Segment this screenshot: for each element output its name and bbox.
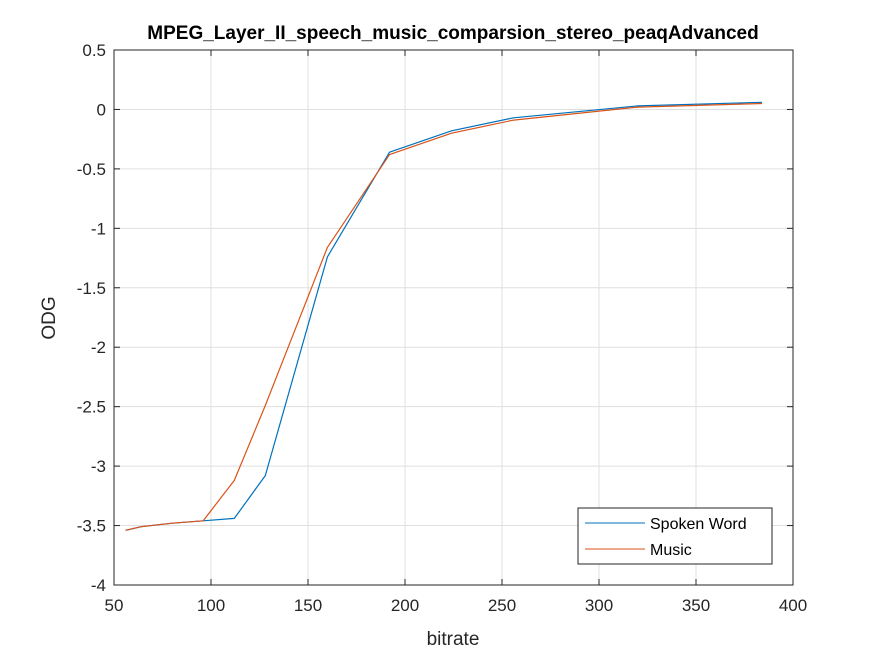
y-tick-label: -0.5 xyxy=(77,160,106,179)
x-tick-label: 350 xyxy=(682,596,710,615)
legend-label-music: Music xyxy=(650,542,692,559)
x-axis-label: bitrate xyxy=(427,629,480,650)
y-tick-label: 0.5 xyxy=(82,41,106,60)
y-tick-label: -3 xyxy=(91,457,106,476)
x-tick-label: 150 xyxy=(294,596,322,615)
y-tick-label: -2 xyxy=(91,338,106,357)
y-tick-label: -2.5 xyxy=(77,398,106,417)
series-line-music xyxy=(125,102,763,531)
series-layer xyxy=(125,101,763,531)
x-axis: 50 100 150 200 250 300 350 400 xyxy=(105,50,807,615)
y-tick-label: 0 xyxy=(97,100,106,119)
y-tick-label: -1 xyxy=(91,219,106,238)
chart-title: MPEG_Layer_II_speech_music_comparsion_st… xyxy=(147,23,758,44)
y-axis-label: ODG xyxy=(39,296,60,339)
x-tick-label: 200 xyxy=(391,596,419,615)
x-tick-label: 250 xyxy=(488,596,516,615)
x-tick-label: 50 xyxy=(105,596,124,615)
x-tick-label: 100 xyxy=(197,596,225,615)
x-tick-label: 300 xyxy=(585,596,613,615)
x-tick-label: 400 xyxy=(779,596,807,615)
y-tick-label: -4 xyxy=(91,576,106,595)
y-tick-label: -3.5 xyxy=(77,517,106,536)
y-tick-label: -1.5 xyxy=(77,279,106,298)
plot-area xyxy=(114,50,793,585)
legend-box xyxy=(577,507,773,565)
legend: Spoken Word Music xyxy=(577,507,773,565)
y-axis: -4 -3.5 -3 -2.5 -2 -1.5 -1 -0.5 0 0.5 xyxy=(77,41,793,595)
legend-label-spoken-word: Spoken Word xyxy=(650,516,747,533)
axes-frame xyxy=(113,49,794,586)
